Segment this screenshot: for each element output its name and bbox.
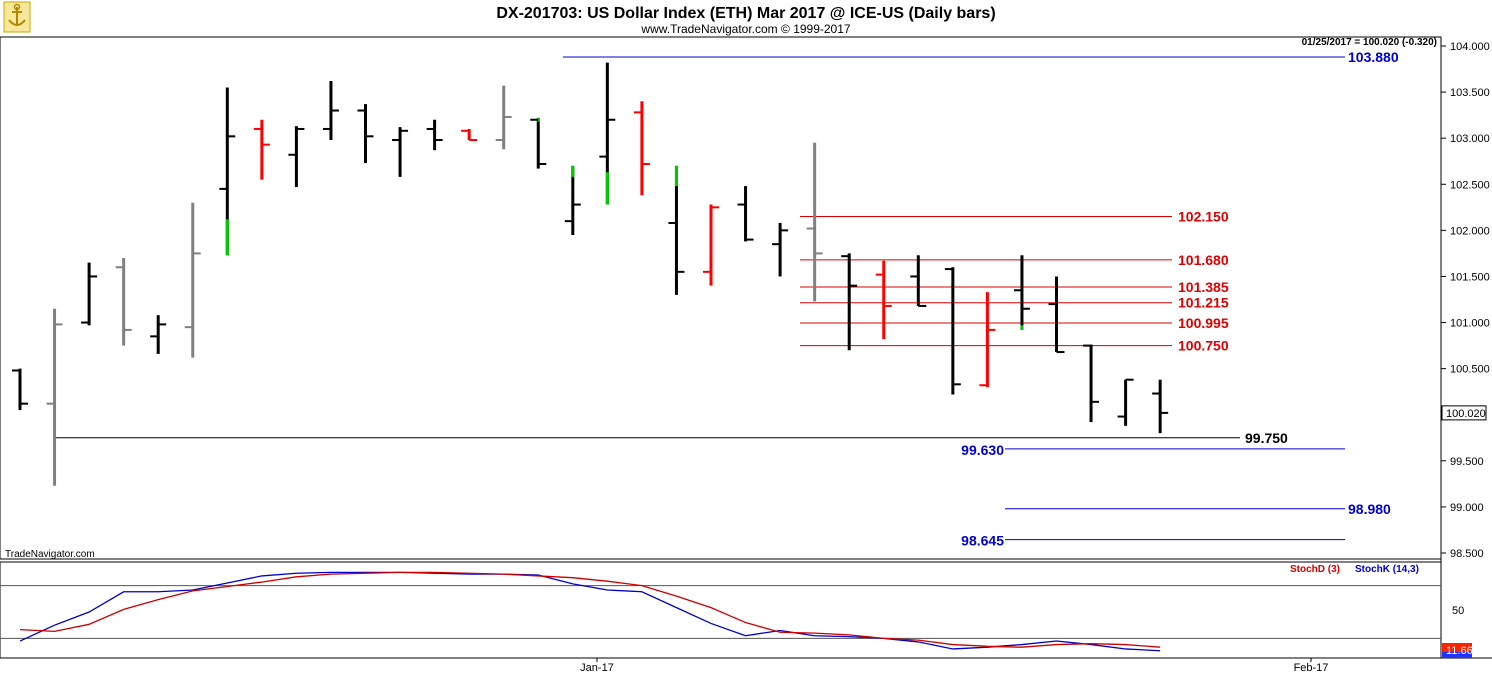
chart-subtitle: www.TradeNavigator.com © 1999-2017 — [640, 22, 850, 36]
level-label: 101.680 — [1178, 252, 1229, 268]
y-tick-label: 99.000 — [1450, 502, 1484, 514]
ohlc-bar — [495, 85, 512, 150]
ohlc-bar — [633, 101, 650, 196]
ohlc-bar — [150, 315, 167, 354]
ohlc-bar — [772, 222, 789, 277]
price-bars — [12, 62, 1169, 486]
level-label: 101.385 — [1178, 279, 1229, 295]
ohlc-bar — [322, 81, 339, 141]
level-label: 98.645 — [961, 533, 1004, 549]
stoch-last-tag: 11.66 — [1442, 643, 1473, 658]
ohlc-bar — [1013, 255, 1030, 330]
anchor-logo-icon — [3, 1, 31, 33]
stoch-last-label: 11.66 — [1446, 645, 1473, 657]
level-label: 103.880 — [1348, 49, 1399, 65]
ohlc-bar — [426, 119, 443, 151]
ohlc-bar — [392, 127, 409, 177]
x-tick-label: Feb-17 — [1294, 662, 1329, 674]
ohlc-bar — [910, 255, 927, 307]
y-tick-label: 101.000 — [1450, 318, 1490, 330]
price-y-axis: 104.000 103.500 103.000 102.500 102.000 101.5… — [1441, 41, 1490, 560]
stoch-d-line — [19, 571, 1161, 648]
ohlc-bar — [46, 308, 63, 486]
ohlc-bar — [461, 128, 478, 142]
level-label: 100.995 — [1178, 315, 1229, 331]
last-price-readout: 01/25/2017 = 100.020 (-0.320) — [1302, 37, 1437, 48]
level-label: 102.150 — [1178, 209, 1229, 225]
ohlc-bar — [1152, 379, 1169, 434]
stoch-d-legend: StochD (3) — [1290, 564, 1340, 575]
y-tick-label: 103.000 — [1450, 133, 1490, 145]
stoch-k-line — [19, 571, 1161, 652]
ohlc-bar — [979, 292, 996, 388]
ohlc-bar — [115, 258, 132, 346]
ohlc-bar — [806, 142, 823, 302]
y-tick-label: 100.500 — [1450, 364, 1490, 376]
ohlc-bar — [564, 165, 581, 235]
x-axis: Jan-17 Feb-17 — [580, 658, 1328, 674]
stoch-k-legend: StochK (14,3) — [1355, 564, 1419, 575]
y-tick-label: 102.000 — [1450, 225, 1490, 237]
ohlc-bar — [219, 87, 236, 256]
ohlc-bar — [357, 104, 374, 164]
ohlc-bar — [703, 204, 719, 286]
ohlc-bar — [737, 186, 754, 242]
stoch-tick-50: 50 — [1452, 605, 1464, 617]
ohlc-bar — [530, 117, 547, 169]
ohlc-bar — [668, 165, 685, 295]
level-label: 101.215 — [1178, 295, 1229, 311]
ohlc-bar — [1083, 344, 1100, 423]
y-tick-label: 98.500 — [1450, 548, 1484, 560]
y-tick-label: 103.500 — [1450, 87, 1490, 99]
level-label: 99.750 — [1245, 430, 1288, 446]
ohlc-bar — [12, 368, 28, 411]
chart-title: DX-201703: US Dollar Index (ETH) Mar 201… — [496, 5, 995, 22]
ohlc-bar — [875, 260, 892, 340]
y-tick-label: 102.500 — [1450, 179, 1490, 191]
chart-frame — [0, 36, 1492, 659]
ohlc-bar — [841, 253, 858, 351]
ohlc-bar — [1117, 378, 1134, 426]
ohlc-bar — [1048, 276, 1065, 354]
ohlc-bar — [184, 202, 201, 358]
watermark: TradeNavigator.com — [5, 549, 95, 560]
ohlc-bar — [944, 267, 961, 395]
ohlc-bar — [253, 119, 270, 180]
level-label: 100.750 — [1178, 338, 1229, 354]
ohlc-bar — [599, 62, 616, 205]
level-label: 98.980 — [1348, 501, 1391, 517]
x-tick-label: Jan-17 — [580, 662, 614, 674]
y-tick-label: 101.500 — [1450, 271, 1490, 283]
y-tick-label: 104.000 — [1450, 41, 1490, 53]
y-tick-label: 99.500 — [1450, 456, 1484, 468]
stochastic-panel — [0, 571, 1441, 652]
ohlc-bar — [81, 262, 98, 326]
last-price-tag: 100.020 — [1441, 405, 1487, 421]
level-label: 99.630 — [961, 442, 1004, 458]
ohlc-bar — [288, 126, 305, 188]
last-price-label: 100.020 — [1446, 408, 1486, 420]
